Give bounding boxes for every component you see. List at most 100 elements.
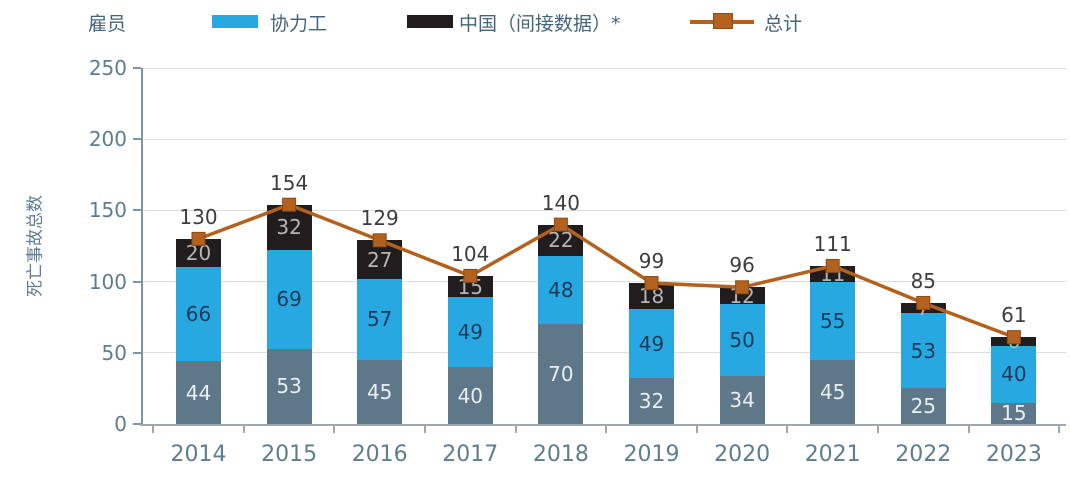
x-axis-label-2015: 2015 (261, 442, 318, 467)
segment-value-label: 45 (366, 379, 393, 404)
total-value-label-2016: 129 (360, 206, 399, 231)
y-tick-label-250: 250 (88, 56, 127, 80)
y-tick-mark-50 (133, 351, 141, 354)
y-tick-mark-150 (133, 209, 141, 212)
total-value-label-2021: 111 (813, 231, 852, 256)
segment-value-label: 22 (548, 228, 574, 253)
segment-value-label: 49 (638, 331, 665, 356)
x-tick-mark (786, 426, 789, 433)
segment-value-label: 50 (729, 327, 755, 352)
legend-label-total: 总计 (764, 13, 803, 35)
total-value-label-2017: 104 (451, 241, 490, 266)
segment-value-label: 34 (729, 387, 755, 412)
segment-value-label: 48 (548, 278, 574, 303)
segment-value-label: 32 (276, 215, 302, 240)
bar-segment-contractor-2022: 53 (900, 312, 946, 389)
x-axis-label-2016: 2016 (351, 442, 408, 467)
segment-value-label: 69 (276, 287, 302, 312)
y-tick-label-50: 50 (101, 340, 127, 365)
segment-value-label: 12 (729, 283, 755, 308)
bar-segment-employee-2019: 32 (629, 378, 674, 424)
y-tick-label-200: 200 (88, 127, 127, 152)
bar-segment-contractor-2019: 49 (629, 308, 674, 379)
legend-label-china: 中国（间接数据）* (459, 13, 621, 35)
y-tick-label-100: 100 (88, 269, 127, 294)
segment-value-label: 44 (185, 380, 212, 405)
bar-segment-employee-2014: 44 (176, 361, 221, 424)
x-axis-label-2018: 2018 (532, 442, 589, 467)
segment-value-label: 11 (819, 261, 846, 286)
bar-segment-china-2016: 27 (357, 240, 403, 279)
segment-value-label: 40 (1001, 362, 1027, 387)
x-axis-label-2023: 2023 (985, 442, 1042, 467)
y-tick-mark-100 (133, 280, 141, 283)
bar-segment-china-2017: 15 (447, 274, 493, 299)
segment-value-label: 40 (457, 383, 484, 408)
total-value-label-2022: 85 (910, 268, 937, 293)
y-tick-mark-200 (133, 138, 141, 141)
segment-value-label: 15 (1001, 401, 1027, 426)
x-tick-mark (152, 426, 155, 433)
total-value-label-2019: 99 (638, 249, 665, 274)
segment-value-label: 66 (185, 302, 212, 327)
bar-segment-contractor-2018: 48 (538, 255, 584, 325)
bar-segment-contractor-2016: 57 (357, 278, 403, 360)
x-axis-label-2019: 2019 (623, 442, 680, 467)
segment-value-label: 70 (548, 362, 574, 387)
x-axis-label-2017: 2017 (442, 442, 499, 467)
legend-label-employee: 雇员 (88, 13, 127, 35)
legend-swatch-china (407, 15, 453, 28)
y-tick-mark-0 (133, 423, 141, 425)
total-value-label-2018: 140 (541, 190, 580, 215)
x-axis-label-2020: 2020 (714, 442, 771, 467)
x-tick-mark (514, 426, 517, 433)
x-tick-mark (877, 426, 879, 433)
x-axis-line (140, 424, 1066, 426)
segment-value-label: 57 (366, 307, 393, 332)
y-tick-label-150: 150 (88, 198, 127, 223)
segment-value-label: 53 (276, 374, 302, 399)
bar-segment-employee-2018: 70 (538, 324, 584, 424)
bar-segment-china-2014: 20 (176, 238, 221, 268)
x-tick-mark (424, 426, 426, 433)
y-axis-line (141, 68, 143, 424)
bar-segment-china-2015: 32 (266, 204, 312, 251)
bar-segment-china-2021: 11 (810, 262, 856, 286)
segment-value-label: 45 (819, 379, 846, 404)
segment-value-label: 7 (916, 295, 930, 320)
legend-line-marker-icon (713, 13, 733, 29)
bar-segment-employee-2023: 15 (991, 401, 1037, 426)
segment-value-label: 6 (1007, 329, 1021, 354)
bar-segment-china-2019: 18 (629, 283, 674, 309)
bar-segment-contractor-2015: 69 (266, 250, 312, 349)
legend-label-contractor: 协力工 (270, 13, 328, 35)
total-value-label-2020: 96 (729, 253, 755, 278)
bar-segment-china-2023: 6 (991, 329, 1037, 353)
bar-segment-employee-2022: 25 (900, 388, 946, 424)
x-tick-mark (695, 426, 698, 433)
total-value-label-2015: 154 (270, 170, 309, 195)
bar-segment-china-2018: 22 (538, 224, 584, 256)
bar-segment-employee-2015: 53 (266, 348, 312, 424)
x-axis-label-2021: 2021 (804, 442, 861, 467)
gridline-50 (141, 352, 1066, 354)
bar-segment-contractor-2021: 55 (810, 281, 856, 360)
segment-value-label: 49 (457, 320, 484, 345)
segment-value-label: 27 (366, 247, 393, 272)
y-tick-mark-250 (133, 67, 141, 69)
segment-value-label: 15 (457, 274, 484, 299)
x-axis-label-2022: 2022 (895, 442, 952, 467)
x-tick-mark (605, 426, 608, 433)
gridline-200 (141, 138, 1066, 140)
y-tick-label-0: 0 (114, 412, 127, 436)
x-tick-mark (242, 426, 245, 433)
segment-value-label: 25 (910, 394, 937, 419)
segment-value-label: 18 (638, 283, 665, 308)
bar-segment-contractor-2023: 40 (991, 345, 1037, 403)
x-tick-mark (967, 426, 970, 433)
bar-segment-employee-2016: 45 (357, 359, 403, 424)
bar-segment-contractor-2014: 66 (176, 267, 221, 362)
total-value-label-2014: 130 (179, 204, 218, 229)
segment-value-label: 20 (185, 241, 212, 266)
